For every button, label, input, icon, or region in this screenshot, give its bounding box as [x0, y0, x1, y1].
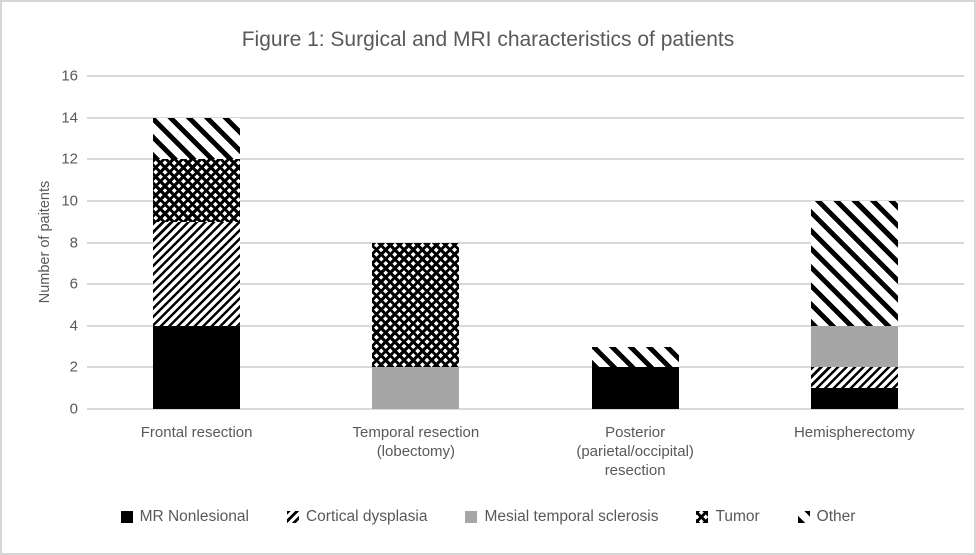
legend-item: Other [797, 508, 856, 526]
y-tick-label: 4 [69, 317, 78, 335]
gridline [87, 283, 964, 286]
bar-4 [810, 200, 898, 409]
legend-label: MR Nonlesional [139, 508, 249, 525]
y-tick-label: 6 [69, 275, 78, 293]
y-tick-label: 16 [61, 67, 78, 85]
bar-segment [153, 159, 241, 222]
x-label-slot: Posterior (parietal/occipital) resection [526, 423, 745, 480]
x-category-label: Posterior (parietal/occipital) resection [576, 424, 694, 479]
plot-area [87, 75, 964, 410]
legend-item: MR Nonlesional [120, 508, 249, 526]
legend-label: Mesial temporal sclerosis [484, 508, 659, 525]
legend-label: Tumor [715, 508, 760, 525]
gridline [87, 408, 964, 410]
legend-swatch [696, 511, 709, 523]
bar-slot [306, 76, 525, 409]
legend-label: Cortical dysplasia [305, 508, 428, 525]
bar-segment [153, 117, 241, 160]
bar-slot [745, 76, 964, 409]
gridline [87, 116, 964, 119]
y-tick-label: 0 [69, 400, 78, 418]
bar-segment [591, 367, 679, 409]
legend-swatch [797, 511, 810, 523]
gridline [87, 199, 964, 202]
x-label-slot: Hemispherectomy [745, 423, 964, 442]
bar-3 [591, 346, 679, 409]
bar-segment [810, 200, 898, 326]
x-category-label: Temporal resection (lobectomy) [352, 424, 480, 460]
bar-slot [526, 76, 745, 409]
bar-segment [810, 388, 898, 409]
legend-swatch [120, 511, 133, 523]
bar-segment [591, 346, 679, 368]
bar-segment [372, 242, 460, 368]
y-tick-label: 14 [61, 109, 78, 127]
y-tick-label: 2 [69, 358, 78, 376]
bar-slot [87, 76, 306, 409]
y-tick-label: 12 [61, 150, 78, 168]
legend-item: Cortical dysplasia [286, 508, 428, 526]
legend-swatch [286, 511, 299, 523]
bar-segment [810, 325, 898, 368]
gridline [87, 158, 964, 161]
bar-1 [153, 117, 241, 409]
bar-segment [810, 367, 898, 389]
x-category-label: Frontal resection [140, 424, 253, 441]
bar-segment [372, 367, 460, 409]
y-axis-ticks: 0 2 4 6 8 10 12 14 16 [32, 68, 78, 418]
bar-segment [153, 325, 241, 409]
bar-2 [372, 242, 460, 409]
gridline [87, 75, 964, 77]
gridline [87, 241, 964, 244]
legend-label: Other [816, 508, 856, 525]
legend-item: Tumor [696, 508, 760, 526]
y-tick-label: 8 [69, 234, 78, 251]
x-label-slot: Temporal resection (lobectomy) [306, 423, 525, 461]
bar-segment [153, 221, 241, 326]
x-label-slot: Frontal resection [87, 423, 306, 442]
x-category-label: Hemispherectomy [793, 424, 915, 441]
legend-swatch [465, 511, 478, 523]
legend-item: Mesial temporal sclerosis [465, 508, 658, 526]
gridline [87, 366, 964, 369]
chart-title: Figure 1: Surgical and MRI characteristi… [241, 28, 735, 51]
legend: MR Nonlesional Cortical dysplasia Mesial t… [2, 508, 974, 526]
gridline [87, 324, 964, 327]
y-tick-label: 10 [61, 192, 78, 210]
